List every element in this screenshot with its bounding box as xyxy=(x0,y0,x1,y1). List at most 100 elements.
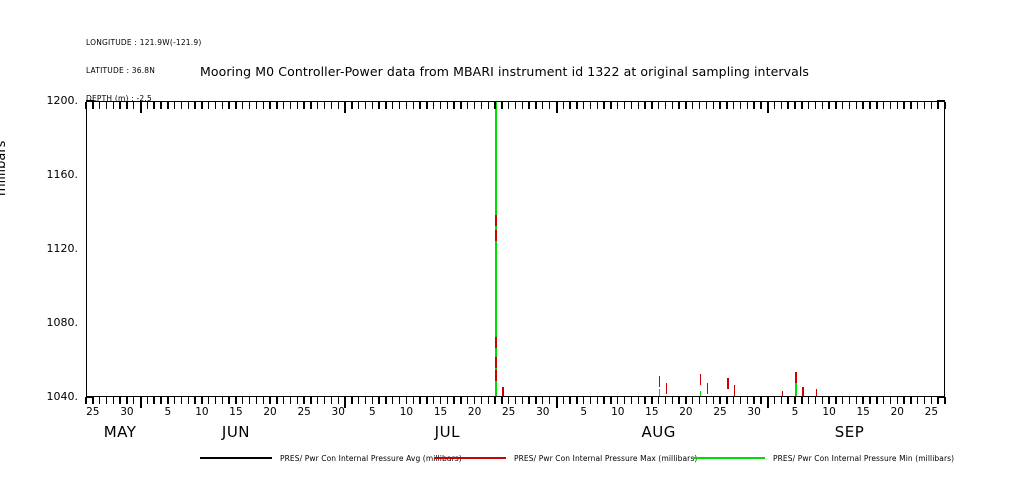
x-tick-day xyxy=(896,397,898,404)
x-month-label: SEP xyxy=(834,423,865,441)
legend-entry[interactable]: PRES/ Pwr Con Internal Pressure Avg (mil… xyxy=(200,450,462,466)
x-tick-top xyxy=(126,102,128,109)
x-tick-day xyxy=(589,397,592,404)
x-tick-top xyxy=(603,102,605,109)
x-tick-day xyxy=(194,397,196,404)
x-tick-day xyxy=(828,397,830,404)
x-tick-day xyxy=(85,397,87,404)
x-tick-day xyxy=(821,397,823,404)
x-tick-day xyxy=(467,397,469,404)
x-tick-day xyxy=(235,397,237,404)
x-tick-day xyxy=(167,397,169,404)
x-tick-day xyxy=(548,397,551,404)
x-tick-top xyxy=(760,102,762,109)
max-series-spike xyxy=(658,375,661,387)
x-tick-top xyxy=(494,102,496,109)
x-tick-day xyxy=(726,397,728,404)
x-tick-top xyxy=(637,102,639,109)
x-tick-top xyxy=(133,102,135,109)
x-tick-top xyxy=(453,102,455,109)
x-tick-top xyxy=(555,102,558,113)
x-tick-day xyxy=(569,397,571,404)
legend: PRES/ Pwr Con Internal Pressure Avg (mil… xyxy=(0,450,1009,470)
legend-line-swatch xyxy=(434,457,506,459)
x-tick-top xyxy=(398,102,401,109)
chart-title: Mooring M0 Controller-Power data from MB… xyxy=(199,64,810,79)
x-tick-day xyxy=(657,397,660,404)
y-axis-label: millibars xyxy=(0,140,9,196)
x-tick-day xyxy=(617,397,619,404)
x-tick-top xyxy=(862,102,864,109)
x-month-label: AUG xyxy=(641,423,676,441)
legend-entry[interactable]: PRES/ Pwr Con Internal Pressure Max (mil… xyxy=(434,450,697,466)
x-tick-day xyxy=(378,397,380,404)
y-tick-major xyxy=(86,396,94,398)
x-tick-day xyxy=(180,397,183,404)
y-tick-label: 1120. xyxy=(46,242,79,255)
x-tick-day xyxy=(173,397,176,404)
x-tick-top xyxy=(644,102,646,109)
max-series-spike xyxy=(802,386,804,396)
min-series-spike xyxy=(699,390,702,396)
x-tick-top xyxy=(630,102,633,109)
x-tick-day xyxy=(248,397,251,404)
x-tick-top xyxy=(623,102,626,109)
y-tick-label: 1040. xyxy=(46,390,79,403)
x-tick-label: 20 xyxy=(467,406,482,418)
max-series-spike xyxy=(495,229,497,241)
x-tick-top xyxy=(548,102,551,109)
x-tick-day xyxy=(228,397,230,404)
x-tick-day xyxy=(562,397,564,404)
legend-entry[interactable]: PRES/ Pwr Con Internal Pressure Min (mil… xyxy=(693,450,954,466)
x-tick-top xyxy=(705,102,708,109)
x-tick-day xyxy=(432,397,435,404)
x-tick-day xyxy=(283,397,285,404)
x-tick-day xyxy=(160,397,162,404)
x-tick-day xyxy=(630,397,633,404)
x-tick-day xyxy=(746,397,748,404)
x-tick-day xyxy=(371,397,374,404)
x-tick-day xyxy=(582,397,585,404)
x-tick-top xyxy=(930,102,933,109)
x-tick-day xyxy=(112,397,114,404)
x-tick-top xyxy=(392,102,394,109)
x-tick-day xyxy=(105,397,108,404)
x-tick-top xyxy=(276,102,278,109)
x-tick-day xyxy=(692,397,694,404)
x-tick-top xyxy=(828,102,830,109)
x-tick-top xyxy=(323,102,326,109)
x-tick-day xyxy=(92,397,94,404)
x-tick-day xyxy=(889,397,892,404)
x-tick-label: 10 xyxy=(195,406,209,418)
x-tick-top xyxy=(439,102,442,109)
x-tick-top xyxy=(589,102,592,109)
x-tick-top xyxy=(255,102,258,109)
x-tick-top xyxy=(767,102,769,113)
x-tick-day xyxy=(910,397,912,404)
x-tick-day xyxy=(453,397,455,404)
y-tick-label: 1080. xyxy=(46,316,79,329)
x-tick-top xyxy=(85,102,87,109)
x-tick-top xyxy=(514,102,517,109)
x-tick-day xyxy=(651,397,653,404)
max-series-spike xyxy=(495,357,497,369)
x-tick-top xyxy=(446,102,449,109)
x-tick-top xyxy=(944,102,946,109)
x-tick-top xyxy=(801,102,803,109)
x-tick-day xyxy=(848,397,851,404)
x-tick-top xyxy=(344,102,347,113)
x-tick-top xyxy=(303,102,305,109)
max-series-spike xyxy=(495,370,497,382)
x-tick-day xyxy=(289,397,292,404)
x-tick-top xyxy=(542,102,544,109)
plot-area xyxy=(86,101,945,397)
x-tick-day xyxy=(835,397,837,404)
max-series-spike xyxy=(781,390,784,396)
legend-line-swatch xyxy=(200,457,272,459)
x-tick-top xyxy=(167,102,169,109)
x-tick-day xyxy=(269,397,271,404)
x-tick-top xyxy=(242,102,244,109)
x-tick-top xyxy=(876,102,878,109)
x-tick-top xyxy=(582,102,585,109)
x-tick-day xyxy=(208,397,210,404)
